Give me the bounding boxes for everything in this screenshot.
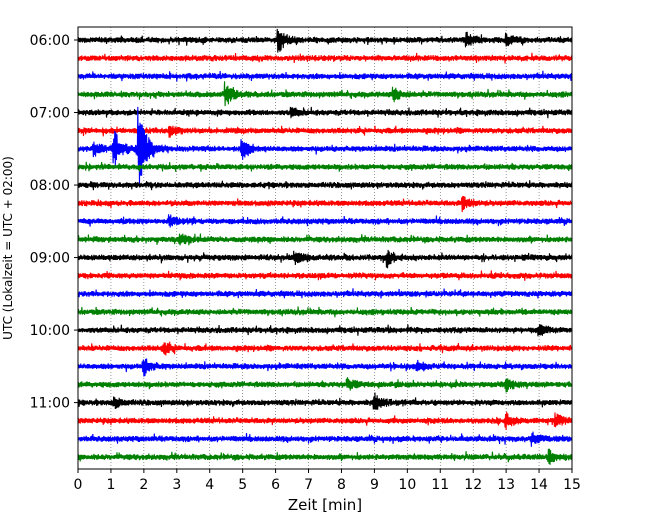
y-tick-label: 09:00 bbox=[30, 251, 70, 267]
y-tick-label: 06:00 bbox=[30, 33, 70, 49]
x-tick-label: 14 bbox=[530, 477, 548, 493]
y-tick-label: 11:00 bbox=[30, 396, 70, 412]
trace-1000 bbox=[77, 324, 573, 337]
trace-1100 bbox=[77, 392, 573, 410]
trace-1145 bbox=[77, 448, 573, 465]
trace-0830 bbox=[77, 214, 573, 228]
trace-0600 bbox=[77, 28, 573, 53]
x-tick-label: 12 bbox=[464, 477, 482, 493]
x-axis-label: Zeit [min] bbox=[288, 496, 362, 514]
x-tick-label: 0 bbox=[74, 477, 83, 493]
x-tick-label: 11 bbox=[431, 477, 449, 493]
x-tick-label: 8 bbox=[337, 477, 346, 493]
y-axis-label: UTC (Lokalzeit = UTC + 02:00) bbox=[1, 156, 15, 340]
trace-0900 bbox=[77, 249, 573, 269]
y-tick-label: 07:00 bbox=[30, 106, 70, 122]
plot-frame bbox=[77, 26, 573, 470]
trace-1045 bbox=[77, 377, 573, 393]
trace-0815 bbox=[77, 195, 573, 213]
trace-0730 bbox=[77, 106, 573, 186]
trace-0800 bbox=[77, 180, 573, 191]
trace-1030 bbox=[77, 358, 573, 377]
trace-0715 bbox=[77, 125, 573, 138]
x-tick-label: 2 bbox=[139, 477, 148, 493]
trace-0845 bbox=[77, 233, 573, 246]
x-tick-label: 1 bbox=[106, 477, 115, 493]
x-tick-label: 6 bbox=[271, 477, 280, 493]
x-tick-label: 13 bbox=[497, 477, 515, 493]
x-tick-label: 5 bbox=[238, 477, 247, 493]
y-tick-label: 10:00 bbox=[30, 323, 70, 339]
x-tick-label: 4 bbox=[205, 477, 214, 493]
x-tick-label: 15 bbox=[563, 477, 581, 493]
traces bbox=[77, 28, 573, 465]
trace-0615 bbox=[77, 52, 573, 64]
trace-0945 bbox=[77, 306, 573, 318]
x-axis: 0 1 2 3 4 5 6 7 8 9 10 11 12 13 14 15 bbox=[74, 469, 581, 493]
x-tick-label: 3 bbox=[172, 477, 181, 493]
trace-0915 bbox=[77, 270, 573, 281]
trace-0630 bbox=[77, 70, 573, 82]
y-axis: 06:00 07:00 08:00 09:00 10:00 11:00 bbox=[30, 33, 78, 412]
x-tick-label: 10 bbox=[398, 477, 416, 493]
trace-0930 bbox=[77, 288, 573, 299]
trace-1130 bbox=[77, 431, 573, 447]
x-tick-label: 7 bbox=[304, 477, 313, 493]
trace-0745 bbox=[77, 161, 573, 172]
y-tick-label: 08:00 bbox=[30, 178, 70, 194]
x-tick-label: 9 bbox=[370, 477, 379, 493]
trace-1015 bbox=[77, 341, 573, 356]
trace-1115 bbox=[77, 411, 573, 431]
trace-0645 bbox=[77, 81, 573, 107]
trace-0700 bbox=[77, 106, 573, 119]
